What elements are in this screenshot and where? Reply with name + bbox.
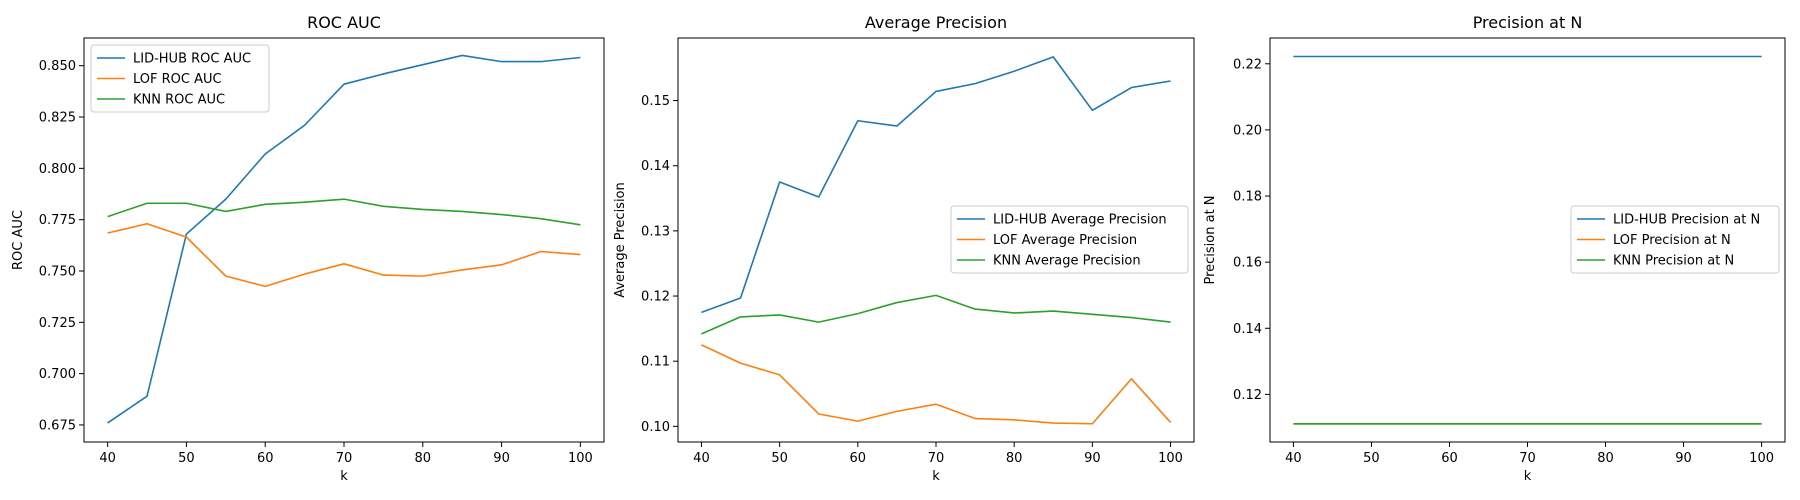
series-line-lid-hub-average-precision	[701, 56, 1171, 314]
x-tick-label: 60	[1441, 451, 1458, 466]
series-line-lof-average-precision	[701, 344, 1172, 425]
x-tick-label: 60	[850, 451, 867, 466]
legend: LID-HUB Precision at N LOF Precision at N…	[1570, 205, 1780, 274]
x-tick-label: 80	[1597, 451, 1614, 466]
chart-panel-average-precision: 40 50 60 70 80 90 100 0.10 0.11 0.12 0.13 0.14 0.15 A…	[613, 13, 1195, 484]
x-tick-label: 60	[257, 451, 274, 466]
chart-panel-roc-auc: 40 50 60 70 80 90 100 0.675 0.700 0.725 0.750 0.775…	[11, 13, 605, 484]
legend-box	[950, 205, 1189, 274]
legend-label: LID-HUB ROC AUC	[133, 52, 251, 67]
y-axis-label: Average Precision	[613, 182, 628, 298]
y-tick-label: 0.725	[39, 316, 76, 331]
series-line-knn-roc-auc	[107, 198, 581, 226]
chart-title: ROC AUC	[307, 13, 381, 32]
x-axis-label: k	[340, 469, 348, 484]
legend-label: LID-HUB Average Precision	[993, 213, 1167, 228]
y-tick-label: 0.775	[39, 213, 76, 228]
chart-title: Precision at N	[1473, 13, 1583, 32]
x-axis-label: k	[932, 469, 940, 484]
y-tick-label: 0.15	[641, 94, 670, 109]
series-line-lof-roc-auc	[107, 222, 581, 288]
x-axis-label: k	[1524, 469, 1532, 484]
y-tick-label: 0.18	[1233, 190, 1262, 205]
x-tick-label: 80	[415, 451, 432, 466]
y-tick-label: 0.14	[1233, 322, 1262, 337]
x-tick-label: 70	[928, 451, 945, 466]
y-tick-label: 0.10	[641, 420, 670, 435]
legend-label: LOF Precision at N	[1613, 233, 1731, 248]
x-tick-label: 90	[493, 451, 510, 466]
x-tick-label: 50	[1363, 451, 1380, 466]
y-tick-label: 0.700	[39, 367, 76, 382]
x-tick-label: 70	[336, 451, 353, 466]
y-axis-label: Precision at N	[1203, 195, 1218, 284]
x-tick-label: 80	[1006, 451, 1023, 466]
y-tick-label: 0.750	[39, 264, 76, 279]
y-tick-label: 0.675	[39, 418, 76, 433]
legend: LID-HUB Average Precision LOF Average Pre…	[950, 205, 1189, 274]
y-tick-label: 0.850	[39, 59, 76, 74]
x-tick-label: 40	[1285, 451, 1302, 466]
legend-label: KNN Average Precision	[993, 254, 1141, 269]
chart-panel-precision-at-n: 40 50 60 70 80 90 100 0.12 0.14 0.16 0.18 0.20 0.22 P…	[1203, 13, 1786, 484]
chart-title: Average Precision	[865, 13, 1007, 32]
x-tick-label: 40	[99, 451, 116, 466]
y-tick-label: 0.800	[39, 162, 76, 177]
x-tick-label: 100	[1158, 451, 1183, 466]
legend-label: LOF Average Precision	[993, 233, 1137, 248]
x-tick-label: 40	[693, 451, 710, 466]
y-axis-label: ROC AUC	[11, 210, 26, 270]
y-tick-label: 0.12	[1233, 388, 1262, 403]
y-tick-label: 0.20	[1233, 123, 1262, 138]
legend-label: LID-HUB Precision at N	[1613, 213, 1760, 228]
legend: LID-HUB ROC AUC LOF ROC AUC KNN ROC AUC	[90, 44, 270, 113]
x-tick-label: 100	[1749, 451, 1774, 466]
y-tick-label: 0.13	[641, 224, 670, 239]
y-tick-label: 0.14	[641, 159, 670, 174]
x-tick-label: 50	[178, 451, 195, 466]
y-tick-label: 0.22	[1233, 57, 1262, 72]
y-tick-label: 0.11	[641, 355, 670, 370]
legend-box	[90, 44, 270, 113]
legend-label: KNN Precision at N	[1613, 254, 1734, 269]
legend-label: KNN ROC AUC	[133, 93, 225, 108]
x-tick-label: 100	[568, 451, 593, 466]
y-tick-label: 0.12	[641, 290, 670, 305]
legend-box	[1570, 205, 1780, 274]
y-tick-label: 0.825	[39, 111, 76, 126]
y-tick-label: 0.16	[1233, 256, 1262, 271]
series-line-knn-average-precision	[701, 294, 1171, 335]
series-line-lid-hub-roc-auc	[107, 54, 581, 424]
x-tick-label: 50	[771, 451, 788, 466]
legend-label: LOF ROC AUC	[133, 72, 222, 87]
x-tick-label: 90	[1084, 451, 1101, 466]
x-tick-label: 70	[1519, 451, 1536, 466]
x-tick-label: 90	[1675, 451, 1692, 466]
